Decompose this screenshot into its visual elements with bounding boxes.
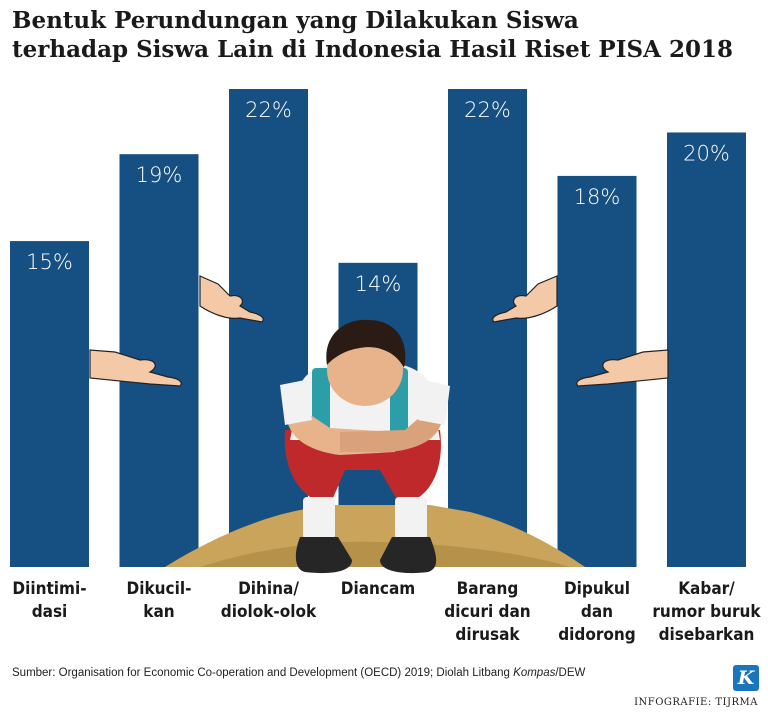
category-label-6-line-3: didorong: [558, 625, 636, 645]
category-label-5-line-1: Barang: [457, 579, 519, 599]
student-sleeve-left: [280, 380, 312, 425]
student-sock-left: [303, 497, 335, 539]
student-shoe-left: [295, 537, 352, 574]
source-prefix: Sumber: Organisation for Economic Co-ope…: [12, 667, 514, 679]
bar-value-label-7: 20%: [683, 141, 730, 165]
kompas-logo: K: [733, 665, 759, 691]
bar-value-label-6: 18%: [574, 185, 621, 209]
category-label-5-line-2: dicuri dan: [444, 602, 530, 622]
title-line-2: terhadap Siswa Lain di Indonesia Hasil R…: [12, 36, 733, 63]
category-label-2-line-1: Dikucil-: [127, 579, 192, 599]
student-shoe-right: [380, 537, 437, 574]
category-labels-group: Diintimi-dasi Dikucil-kan Dihina/diolok-ol…: [12, 579, 761, 645]
bar-value-label-5: 22%: [464, 98, 511, 122]
category-label-3-line-1: Dihina/: [238, 579, 299, 599]
student-head: [327, 334, 403, 406]
student-illustration: [165, 319, 585, 574]
bar-3: [229, 89, 308, 567]
title-line-1: Bentuk Perundungan yang Dilakukan Siswa: [12, 7, 579, 34]
category-label-6-line-2: dan: [581, 602, 613, 622]
bar-chart: 15% 19% 22% 14% 22% 18% 20% Diintimi-dasi Dikuc…: [10, 89, 761, 645]
category-label-6-line-1: Dipukul: [564, 579, 630, 599]
category-label-7-line-2: rumor buruk: [652, 602, 761, 622]
pointing-hand-3: [492, 275, 558, 323]
pointing-hand-4: [576, 349, 669, 387]
bar-5: [448, 89, 527, 567]
category-label-5-line-3: dirusak: [455, 625, 520, 645]
bar-1: [10, 241, 89, 567]
student-arm-right: [340, 400, 443, 452]
category-label-2-line-2: kan: [143, 602, 174, 622]
student-sleeve-right: [418, 380, 450, 425]
category-label-4-line-1: Diancam: [341, 579, 415, 599]
pointing-hand-1: [89, 349, 182, 387]
source-note: Sumber: Organisation for Economic Co-ope…: [12, 667, 702, 679]
student-hair: [326, 319, 406, 368]
pointing-hand-2: [199, 275, 264, 323]
chart-title: Bentuk Perundungan yang Dilakukan Siswa …: [12, 6, 752, 64]
bar-value-label-3: 22%: [245, 98, 292, 122]
bar-value-label-2: 19%: [136, 163, 183, 187]
bar-value-label-1: 15%: [26, 250, 73, 274]
source-italic: Kompas: [513, 667, 556, 679]
bar-value-label-4: 14%: [355, 272, 402, 296]
infographic-credit: INFOGRAFIE: TIJRMA: [634, 697, 758, 708]
student-sock-right: [395, 497, 427, 539]
source-suffix: /DEW: [555, 667, 586, 679]
pointing-hands: [89, 275, 669, 387]
category-label-1-line-1: Diintimi-: [12, 579, 86, 599]
category-label-1-line-2: dasi: [32, 602, 68, 622]
category-label-7-line-3: disebarkan: [659, 625, 755, 645]
category-label-7-line-1: Kabar/: [678, 579, 735, 599]
bar-7: [667, 132, 746, 568]
category-label-3-line-2: diolok-olok: [221, 602, 317, 622]
